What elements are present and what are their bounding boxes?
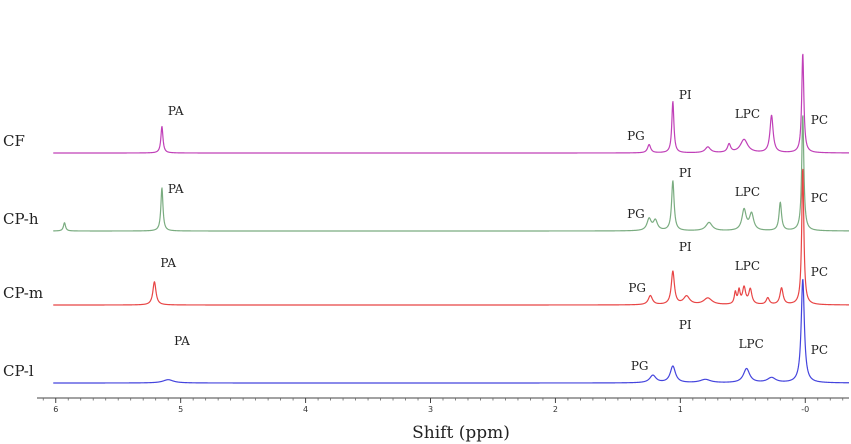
peak-label-pi: PI	[679, 318, 692, 332]
peak-label-lpc: LPC	[735, 185, 760, 199]
peak-label-pc: PC	[811, 191, 828, 205]
peak-label-pg: PG	[628, 281, 646, 295]
peak-label-pa: PA	[168, 182, 184, 196]
spectrum-line-cf	[52, 53, 850, 154]
x-tick-label: 4	[303, 405, 308, 414]
x-tick-label: 5	[178, 405, 183, 414]
x-tick-label: -0	[801, 405, 809, 414]
series-label: CP-l	[3, 362, 34, 380]
peak-label-lpc: LPC	[735, 259, 760, 273]
peak-label-pc: PC	[811, 343, 828, 357]
peak-label-pi: PI	[679, 240, 692, 254]
peak-label-pg: PG	[627, 207, 645, 221]
spectra-layer	[52, 53, 850, 384]
spectrum-line-cp-m	[52, 168, 850, 306]
peak-label-pg: PG	[631, 359, 649, 373]
peak-label-pa: PA	[174, 334, 190, 348]
peak-label-pi: PI	[679, 88, 692, 102]
peak-label-pa: PA	[168, 104, 184, 118]
series-label: CP-m	[3, 284, 43, 302]
x-axis-title: Shift (ppm)	[412, 423, 510, 443]
peak-label-pi: PI	[679, 166, 692, 180]
peak-label-lpc: LPC	[739, 337, 764, 351]
x-tick-label: 2	[553, 405, 558, 414]
peak-label-pc: PC	[811, 265, 828, 279]
series-label: CP-h	[3, 210, 39, 228]
peak-label-lpc: LPC	[735, 107, 760, 121]
peak-label-pa: PA	[160, 256, 176, 270]
peak-label-pg: PG	[627, 129, 645, 143]
x-tick-label: 1	[678, 405, 683, 414]
x-tick-label: 6	[53, 405, 58, 414]
spectrum-line-cp-h	[52, 115, 850, 232]
x-tick-label: 3	[428, 405, 433, 414]
labels-layer: CF PA PG PI LPC PC CP-h PA PG PI LPC PC CP-m PA PG PI LP…	[3, 88, 828, 380]
peak-label-pc: PC	[811, 113, 828, 127]
series-label: CF	[3, 132, 25, 150]
x-axis: 6 5 4 3 2 1 -0	[37, 397, 849, 414]
spectrum-line-cp-l	[52, 278, 850, 384]
